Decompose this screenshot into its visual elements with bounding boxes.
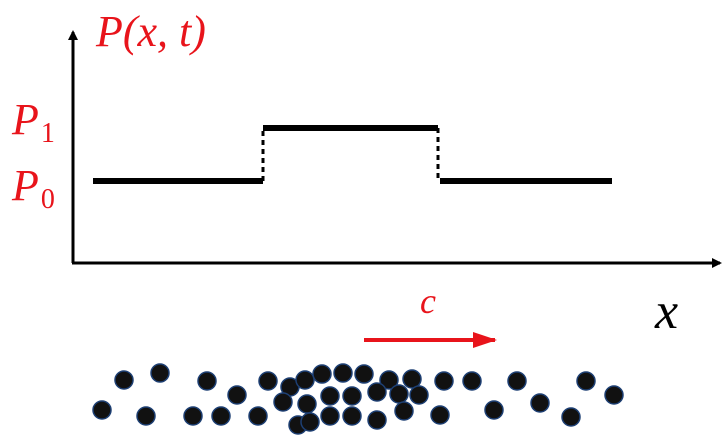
velocity-label: c	[420, 281, 436, 321]
particles	[93, 364, 623, 434]
x-axis-label: x	[654, 283, 678, 340]
level-label: P1	[11, 95, 55, 149]
step-profile	[93, 128, 612, 181]
diagram: P(x, t) x P1 P0 c	[0, 0, 723, 438]
y-axis-label: P(x, t)	[95, 7, 206, 56]
level-label: P0	[11, 161, 55, 215]
